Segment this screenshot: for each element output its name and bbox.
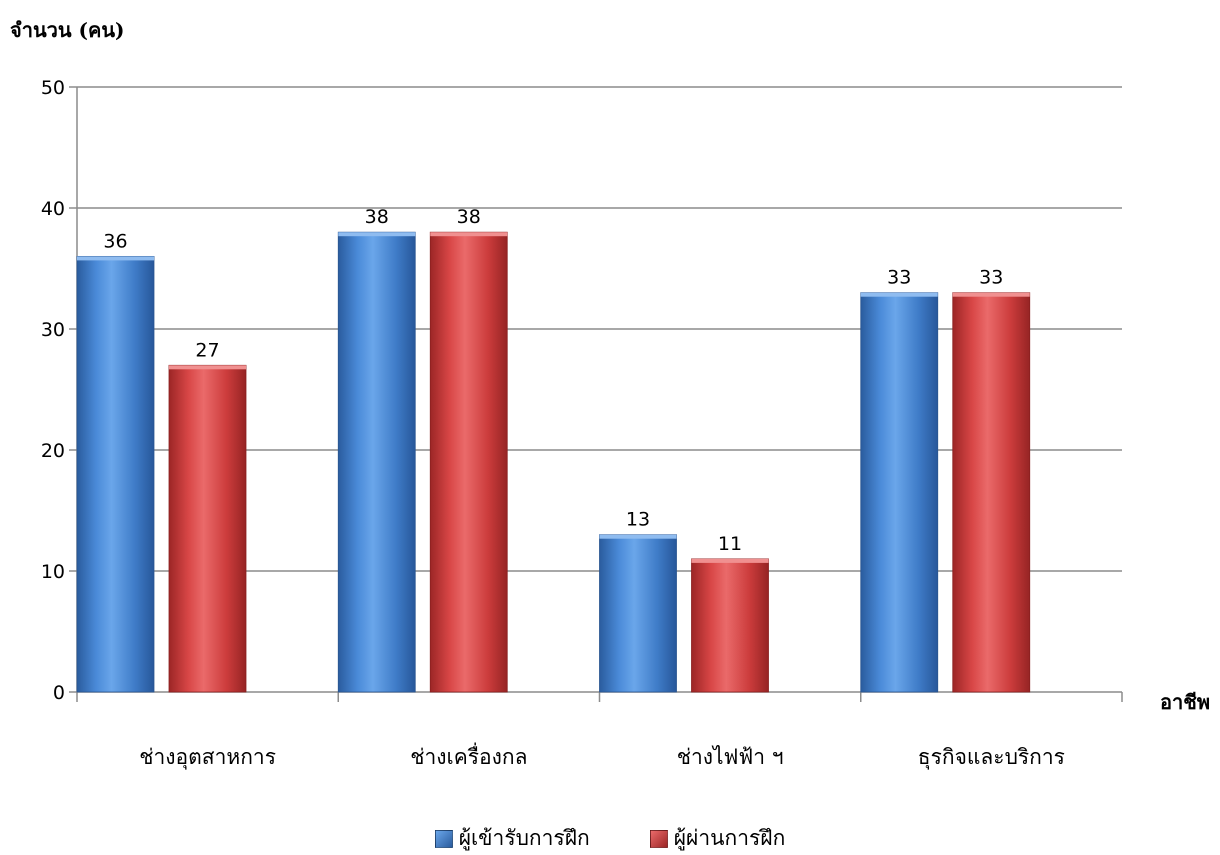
bar-trainees — [76, 255, 155, 693]
data-label: 27 — [195, 339, 219, 361]
bar-graduates — [952, 292, 1031, 693]
x-tick-label: ช่างอุตสาหการ — [139, 745, 276, 770]
bar-trainees — [337, 231, 416, 693]
bar-top-highlight — [338, 232, 416, 237]
y-axis-title: จำนวน (คน) — [10, 18, 125, 42]
bar-trainees — [860, 292, 939, 693]
bar-top-highlight — [430, 232, 508, 237]
data-label: 36 — [103, 230, 127, 252]
bar-graduates — [691, 558, 769, 693]
data-label: 33 — [979, 267, 1003, 289]
bar-top-highlight — [169, 365, 246, 370]
bar-graduates — [429, 231, 508, 693]
bar-trainees — [599, 534, 677, 693]
y-tick-label: 10 — [41, 561, 65, 583]
x-tick-label: ธุรกิจและบริการ — [918, 745, 1065, 770]
bar-top-highlight — [952, 292, 1030, 297]
x-tick-label: ช่างเครื่องกล — [410, 742, 527, 769]
y-tick-label: 30 — [41, 319, 65, 341]
y-tick-label: 40 — [41, 198, 65, 220]
data-label: 11 — [718, 533, 742, 555]
legend-item-graduates: ผู้ผ่านการฝึก — [649, 822, 786, 855]
data-label: 13 — [626, 509, 650, 531]
legend: ผู้เข้ารับการฝึก ผู้ผ่านการฝึก — [0, 822, 1220, 855]
bar-top-highlight — [860, 292, 938, 297]
legend-label-graduates: ผู้ผ่านการฝึก — [673, 826, 786, 850]
y-tick-label: 50 — [41, 77, 65, 99]
data-label: 38 — [365, 206, 389, 228]
bar-top-highlight — [77, 256, 154, 261]
legend-swatch-graduates — [649, 829, 668, 848]
legend-swatch-trainees — [434, 829, 453, 848]
x-axis-title: อาชีพ — [1160, 690, 1210, 714]
bar-top-highlight — [691, 558, 769, 563]
y-tick-label: 20 — [41, 440, 65, 462]
bar-top-highlight — [599, 534, 677, 539]
y-tick-label: 0 — [53, 682, 65, 704]
legend-item-trainees: ผู้เข้ารับการฝึก — [434, 822, 590, 855]
legend-label-trainees: ผู้เข้ารับการฝึก — [458, 826, 590, 850]
data-label: 38 — [457, 206, 481, 228]
data-label: 33 — [887, 267, 911, 289]
x-tick-label: ช่างไฟฟ้า ฯ — [677, 745, 784, 769]
bar-graduates — [168, 364, 247, 693]
